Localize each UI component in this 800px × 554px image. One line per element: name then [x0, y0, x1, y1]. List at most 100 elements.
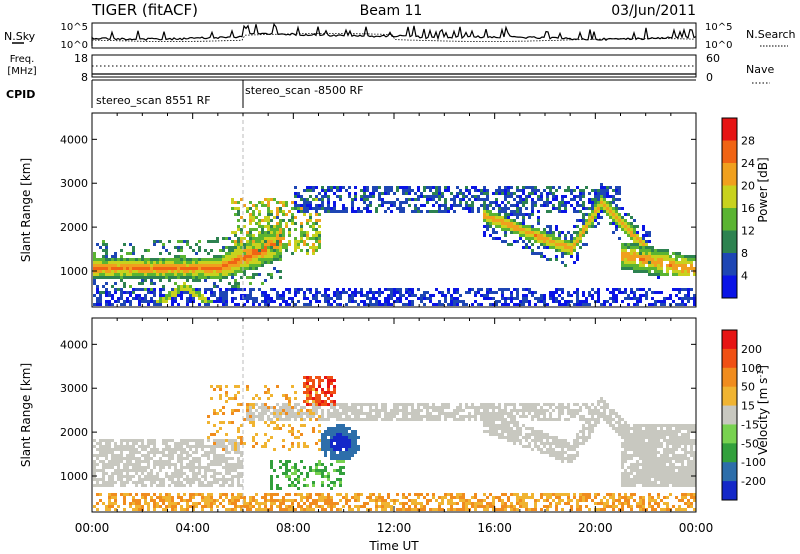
velocity-cell	[96, 454, 99, 457]
power-cell	[591, 198, 594, 201]
power-cell	[189, 273, 192, 276]
power-cell	[117, 273, 120, 276]
velocity-cell	[357, 496, 360, 499]
power-cell	[99, 246, 102, 249]
power-cell	[117, 264, 120, 267]
velocity-cell	[234, 445, 237, 448]
velocity-cell	[561, 493, 564, 496]
power-cell	[174, 255, 177, 258]
power-cell	[255, 249, 258, 252]
power-cell	[432, 192, 435, 195]
power-cell	[270, 243, 273, 246]
power-cell	[444, 207, 447, 210]
velocity-cell	[213, 439, 216, 442]
power-cell	[453, 195, 456, 198]
power-cell	[180, 291, 183, 294]
power-cell	[273, 249, 276, 252]
power-cell	[270, 249, 273, 252]
power-cell	[630, 255, 633, 258]
velocity-cell	[165, 496, 168, 499]
power-cell	[621, 261, 624, 264]
velocity-cell	[171, 499, 174, 502]
power-cell	[399, 297, 402, 300]
power-cell	[300, 225, 303, 228]
power-cell	[366, 297, 369, 300]
power-cell	[480, 189, 483, 192]
velocity-cell	[477, 406, 480, 409]
velocity-cell	[342, 472, 345, 475]
power-cell	[297, 240, 300, 243]
power-cell	[294, 249, 297, 252]
power-cell	[249, 282, 252, 285]
velocity-cell	[150, 469, 153, 472]
velocity-cell	[285, 499, 288, 502]
velocity-cell	[132, 445, 135, 448]
power-cell	[240, 270, 243, 273]
power-cell	[264, 246, 267, 249]
power-cell	[306, 234, 309, 237]
power-cell	[222, 237, 225, 240]
power-cell	[147, 291, 150, 294]
velocity-cell	[159, 466, 162, 469]
velocity-cell	[360, 505, 363, 508]
velocity-cell	[522, 505, 525, 508]
velocity-cell	[576, 505, 579, 508]
power-cell	[597, 216, 600, 219]
velocity-cell	[123, 499, 126, 502]
velocity-cell	[108, 484, 111, 487]
velocity-cell	[501, 418, 504, 421]
velocity-cell	[564, 457, 567, 460]
velocity-cell	[450, 499, 453, 502]
velocity-cell	[321, 409, 324, 412]
power-cell	[531, 237, 534, 240]
power-cell	[684, 294, 687, 297]
power-cell	[321, 189, 324, 192]
velocity-cell	[288, 478, 291, 481]
power-cell	[339, 210, 342, 213]
power-cell	[501, 210, 504, 213]
velocity-cell	[303, 478, 306, 481]
power-cell	[561, 252, 564, 255]
power-cell	[114, 300, 117, 303]
velocity-cell	[555, 502, 558, 505]
velocity-cell	[354, 403, 357, 406]
power-cell	[579, 219, 582, 222]
velocity-cell	[414, 505, 417, 508]
velocity-cell	[312, 427, 315, 430]
velocity-cell	[420, 502, 423, 505]
velocity-cell	[246, 385, 249, 388]
power-cell	[450, 297, 453, 300]
velocity-cell	[252, 403, 255, 406]
power-cell	[225, 276, 228, 279]
velocity-cell	[198, 445, 201, 448]
velocity-cell	[555, 451, 558, 454]
power-cell	[258, 231, 261, 234]
power-cell	[207, 297, 210, 300]
nsky-strip: N.Sky 10^5 10^0 10^5 10^0 N.Search	[4, 22, 796, 51]
velocity-cell	[531, 427, 534, 430]
velocity-cell	[339, 427, 342, 430]
power-cell	[483, 213, 486, 216]
power-cell	[390, 186, 393, 189]
velocity-cell	[330, 382, 333, 385]
power-cell	[447, 189, 450, 192]
velocity-cell	[153, 481, 156, 484]
power-cell	[228, 267, 231, 270]
power-cell	[150, 282, 153, 285]
velocity-cell	[375, 508, 378, 511]
velocity-cell	[324, 475, 327, 478]
power-cell	[627, 261, 630, 264]
power-cell	[192, 294, 195, 297]
velocity-cell	[150, 496, 153, 499]
velocity-cell	[330, 487, 333, 490]
velocity-cell	[576, 442, 579, 445]
power-cell	[618, 222, 621, 225]
power-cell	[180, 258, 183, 261]
power-cell	[636, 240, 639, 243]
velocity-cell	[195, 475, 198, 478]
power-cell	[693, 294, 696, 297]
velocity-cell	[228, 439, 231, 442]
velocity-cell	[291, 412, 294, 415]
velocity-cell	[177, 481, 180, 484]
power-cell	[108, 300, 111, 303]
